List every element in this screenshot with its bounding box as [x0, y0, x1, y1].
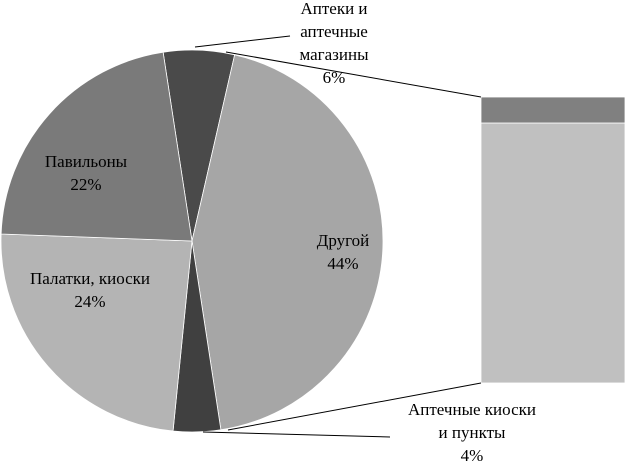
pie-slice — [191, 54, 384, 431]
leader-line — [194, 35, 291, 48]
slice-label: Аптечные киоски и пункты — [408, 400, 536, 442]
slice-label: Аптеки и аптечные магазины — [299, 0, 369, 64]
pie-slice — [0, 233, 193, 432]
slice-value-label: 4% — [461, 446, 484, 465]
slice-value-label: 44% — [327, 254, 358, 273]
connector-line — [227, 382, 482, 431]
pie-slice — [0, 51, 193, 242]
slice-label: Другой — [317, 231, 370, 250]
slice-value-label: 6% — [323, 68, 346, 87]
slice-label: Павильоны — [45, 152, 128, 171]
bar-segment — [480, 122, 625, 384]
connector-line — [225, 51, 482, 98]
slice-label: Палатки, киоски — [30, 269, 150, 288]
leader-line — [202, 431, 391, 438]
slice-value-label: 24% — [74, 292, 105, 311]
bar-segment — [480, 96, 625, 124]
slice-value-label: 22% — [70, 175, 101, 194]
